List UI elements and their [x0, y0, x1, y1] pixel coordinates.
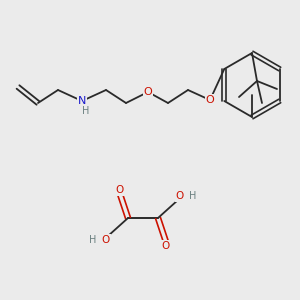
- Text: H: H: [189, 191, 197, 201]
- Text: H: H: [89, 235, 97, 245]
- Text: O: O: [144, 87, 152, 97]
- Text: N: N: [78, 96, 86, 106]
- Text: O: O: [162, 241, 170, 251]
- Text: H: H: [82, 106, 90, 116]
- Text: O: O: [176, 191, 184, 201]
- Text: O: O: [206, 95, 214, 105]
- Text: O: O: [116, 185, 124, 195]
- Text: O: O: [102, 235, 110, 245]
